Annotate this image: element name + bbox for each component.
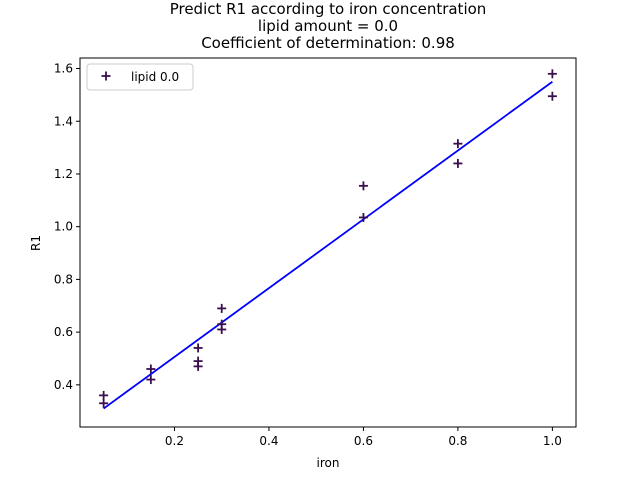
- regression-fit-line: [103, 80, 553, 410]
- data-point: [146, 364, 156, 374]
- data-point: [453, 139, 463, 149]
- fit-line-layer: [103, 80, 553, 410]
- data-point: [358, 212, 368, 222]
- data-point: [99, 398, 109, 408]
- y-tick-label: 0.8: [54, 272, 73, 286]
- x-axis-label: iron: [317, 456, 340, 470]
- data-point: [146, 375, 156, 385]
- y-axis-label: R1: [29, 235, 43, 251]
- data-point: [217, 324, 227, 334]
- y-tick-label: 1.2: [54, 167, 73, 181]
- title-line-2: lipid amount = 0.0: [258, 17, 398, 35]
- y-tick-label: 1.4: [54, 114, 73, 128]
- legend-plus-marker: [101, 71, 111, 81]
- data-point: [547, 91, 557, 101]
- title-line-3: Coefficient of determination: 0.98: [201, 34, 455, 52]
- x-tick-label: 0.8: [448, 434, 467, 448]
- data-point: [99, 390, 109, 400]
- data-point: [453, 158, 463, 168]
- x-tick-label: 0.4: [259, 434, 278, 448]
- data-point: [217, 303, 227, 313]
- chart-title: Predict R1 according to iron concentrati…: [170, 0, 487, 52]
- data-point: [358, 181, 368, 191]
- y-tick-label: 0.6: [54, 325, 73, 339]
- plot-area-frame: [79, 57, 577, 428]
- y-tick-label: 1.0: [54, 220, 73, 234]
- x-axis-ticks: 0.2 0.4 0.6 0.8 1.0: [165, 427, 562, 448]
- x-tick-label: 1.0: [543, 434, 562, 448]
- y-tick-label: 0.4: [54, 378, 73, 392]
- legend-box: [86, 63, 194, 91]
- title-line-1: Predict R1 according to iron concentrati…: [170, 0, 487, 18]
- data-point: [193, 361, 203, 371]
- data-point: [547, 69, 557, 79]
- data-points-layer: [99, 69, 557, 408]
- legend-marker-plus: [101, 71, 111, 81]
- y-tick-label: 1.6: [54, 62, 73, 76]
- legend-entry-label: lipid 0.0: [131, 70, 179, 84]
- x-tick-label: 0.2: [165, 434, 184, 448]
- y-axis-ticks: 0.4 0.6 0.8 1.0 1.2 1.4 1.6: [54, 62, 80, 392]
- legend: lipid 0.0: [86, 63, 194, 91]
- data-point: [193, 343, 203, 353]
- x-tick-label: 0.6: [354, 434, 373, 448]
